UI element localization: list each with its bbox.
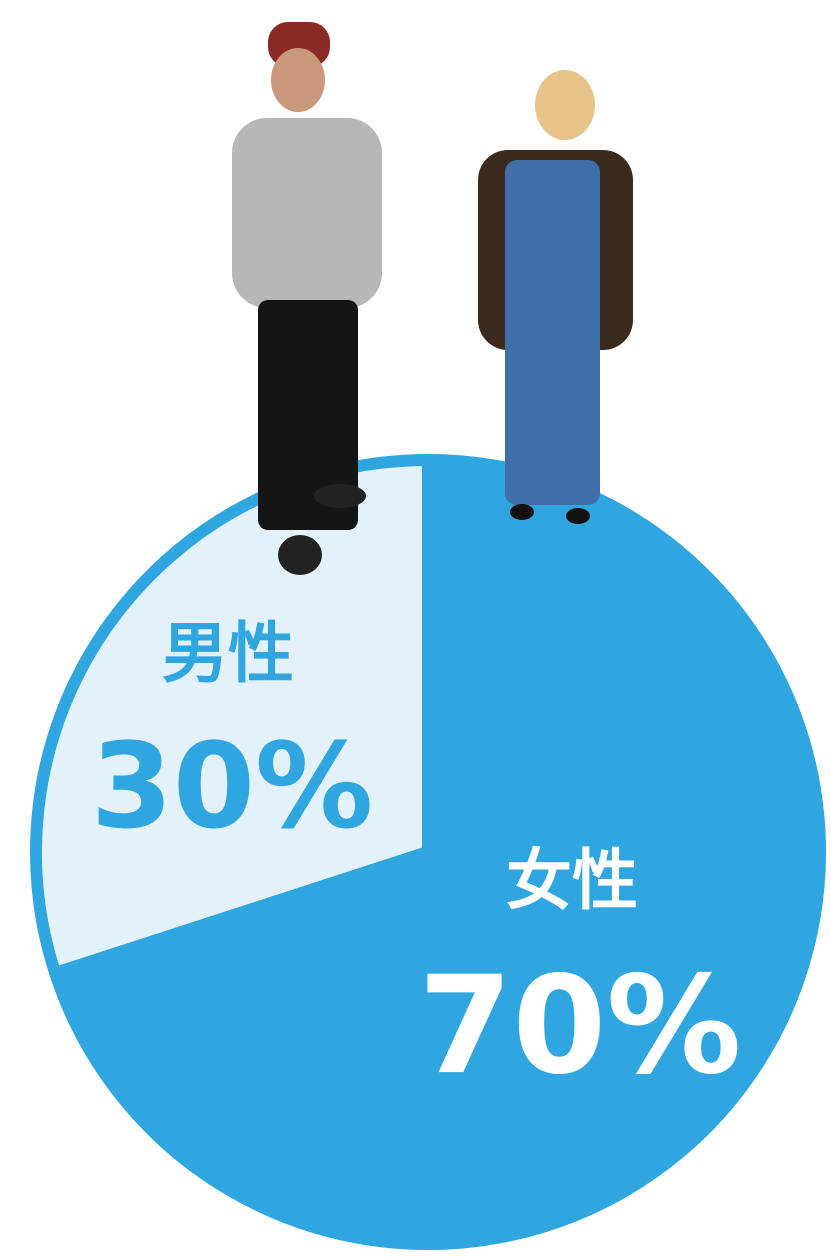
- overalls: [505, 160, 600, 505]
- shoe: [314, 484, 366, 508]
- shoe: [510, 504, 534, 520]
- shoe: [278, 535, 322, 575]
- slice-name: 女性: [506, 842, 638, 919]
- slice-value-label: 70%: [418, 947, 741, 1104]
- sweater: [232, 118, 382, 308]
- pants: [258, 300, 358, 530]
- slice-name: 男性: [162, 615, 294, 692]
- pie: [30, 454, 826, 1250]
- head: [535, 70, 595, 140]
- shoe: [566, 508, 590, 524]
- pie-slice: [49, 454, 826, 1250]
- head: [271, 48, 325, 112]
- slice-value-label: 30%: [91, 717, 373, 855]
- people-illustration: [232, 22, 633, 575]
